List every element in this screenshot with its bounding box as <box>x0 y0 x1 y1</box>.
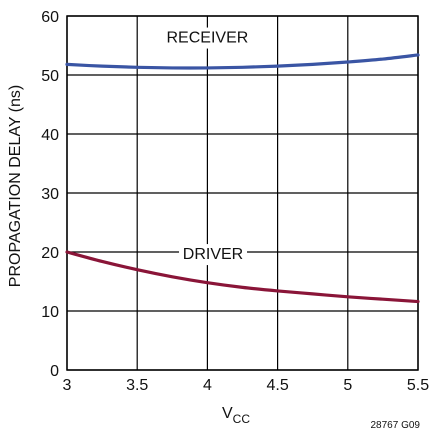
series-lines <box>65 53 420 304</box>
x-tick-label: 4.5 <box>266 377 288 394</box>
series-labels: RECEIVER DRIVER <box>163 27 252 266</box>
x-tick-label: 4 <box>203 377 212 394</box>
plot-frame <box>66 15 419 371</box>
y-tick-label: 0 <box>50 363 59 380</box>
tick-labels: 3 3.5 4 4.5 5 5.5 0 10 20 30 40 50 60 <box>41 9 429 394</box>
series-line-receiver <box>65 53 420 70</box>
y-tick-label: 40 <box>41 127 59 144</box>
y-tick-label: 30 <box>41 186 59 203</box>
x-axis-title-main: V <box>222 405 233 422</box>
series-label-receiver: RECEIVER <box>167 30 249 47</box>
x-tick-label: 3.5 <box>126 377 148 394</box>
x-tick-label: 5 <box>343 377 352 394</box>
series-label-background <box>179 244 248 266</box>
series-line-driver <box>65 250 420 304</box>
x-tick-label: 3 <box>63 377 72 394</box>
grid <box>66 15 419 371</box>
y-axis-title: PROPAGATION DELAY (ns) <box>7 85 24 287</box>
series-label-background <box>163 27 252 49</box>
y-tick-label: 20 <box>41 245 59 262</box>
x-tick-label: 5.5 <box>407 377 429 394</box>
series-label-driver: DRIVER <box>183 246 243 263</box>
y-tick-label: 50 <box>41 68 59 85</box>
y-tick-label: 60 <box>41 9 59 26</box>
figure-code: 28767 G09 <box>371 420 421 431</box>
y-tick-label: 10 <box>41 304 59 321</box>
x-axis-title-subscript: CC <box>233 412 251 426</box>
x-axis-title: VCC <box>222 405 250 426</box>
